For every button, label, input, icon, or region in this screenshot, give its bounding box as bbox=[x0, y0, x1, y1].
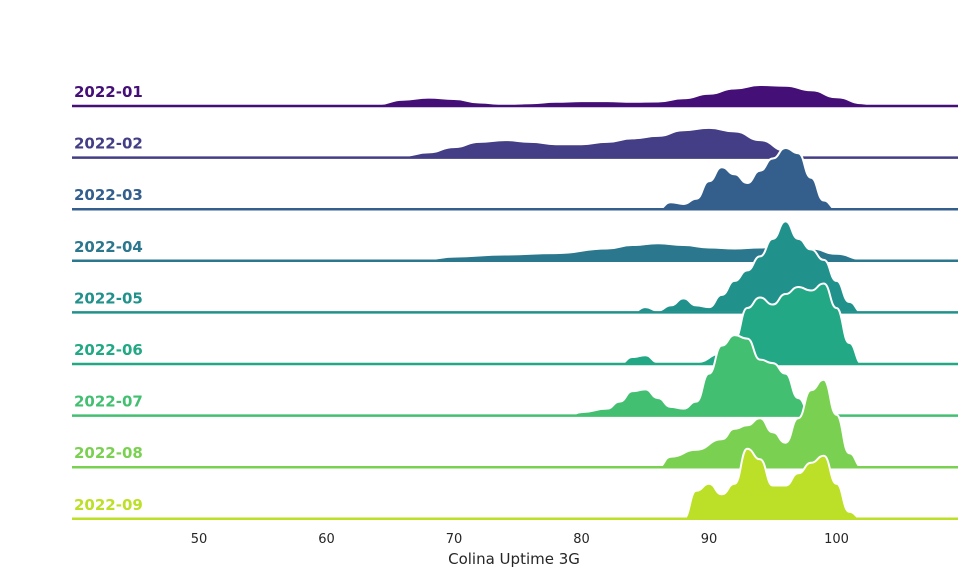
row-label: 2022-08 bbox=[74, 444, 143, 462]
x-tick-label: 50 bbox=[191, 532, 208, 547]
row-label: 2022-07 bbox=[74, 393, 143, 411]
ridge-2022-09: 2022-09 bbox=[72, 447, 958, 521]
ridge-2022-06: 2022-06 bbox=[72, 282, 958, 366]
ridge-2022-02: 2022-02 bbox=[72, 126, 958, 159]
row-label: 2022-09 bbox=[74, 496, 143, 514]
x-tick-label: 80 bbox=[573, 532, 590, 547]
ridge-2022-01: 2022-01 bbox=[72, 83, 958, 108]
density-area bbox=[72, 83, 958, 107]
x-axis-title: Colina Uptime 3G bbox=[448, 550, 580, 568]
row-label: 2022-01 bbox=[74, 83, 143, 101]
ridge-2022-04: 2022-04 bbox=[72, 238, 958, 263]
density-area bbox=[72, 126, 958, 159]
row-label: 2022-04 bbox=[74, 238, 143, 256]
x-tick-label: 70 bbox=[446, 532, 463, 547]
x-tick-label: 90 bbox=[701, 532, 718, 547]
density-area bbox=[72, 282, 958, 366]
row-label: 2022-06 bbox=[74, 341, 143, 359]
density-area bbox=[72, 220, 958, 314]
density-area bbox=[72, 378, 958, 469]
x-tick-label: 100 bbox=[824, 532, 849, 547]
density-area bbox=[72, 146, 958, 211]
row-label: 2022-02 bbox=[74, 135, 143, 153]
x-tick-label: 60 bbox=[318, 532, 335, 547]
ridge-rows: 2022-01 2022-02 2022-03 2022-04 2022-05 2022-… bbox=[72, 83, 958, 521]
row-label: 2022-03 bbox=[74, 186, 143, 204]
ridge-2022-08: 2022-08 bbox=[72, 378, 958, 469]
density-area bbox=[72, 334, 958, 417]
row-label: 2022-05 bbox=[74, 289, 143, 307]
density-area bbox=[72, 447, 958, 520]
ridge-2022-03: 2022-03 bbox=[72, 146, 958, 211]
density-area bbox=[72, 242, 958, 262]
x-axis: 50 60 70 80 90 100 bbox=[191, 532, 849, 547]
